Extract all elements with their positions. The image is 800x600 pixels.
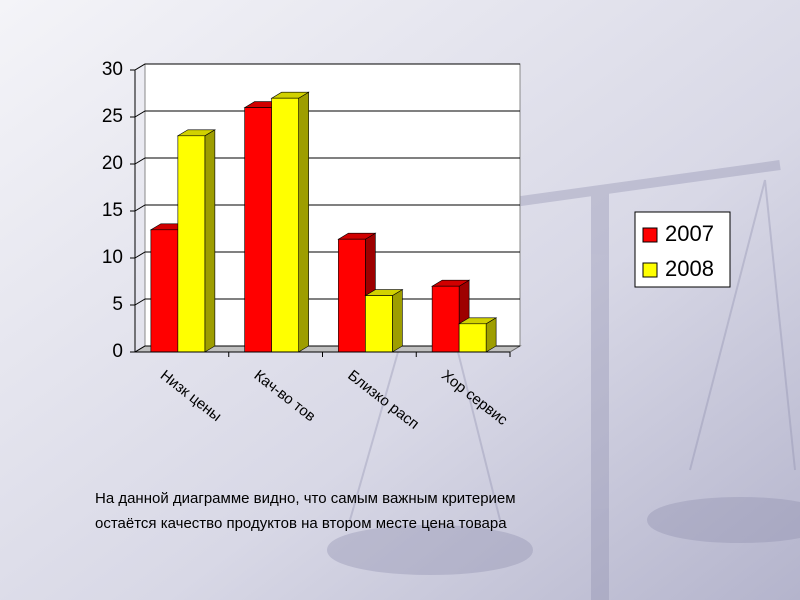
- y-tick-label: 30: [102, 59, 123, 80]
- y-tick-label: 15: [102, 200, 123, 221]
- bar-side: [204, 129, 216, 353]
- grid-line: [134, 204, 520, 212]
- bar: [458, 323, 487, 353]
- caption-line: На данной диаграмме видно, что самым важ…: [95, 490, 516, 507]
- legend-swatch: [642, 227, 658, 243]
- bar: [150, 229, 179, 353]
- bar-side: [392, 289, 403, 353]
- scales-decoration: [327, 160, 800, 600]
- bar: [431, 285, 460, 353]
- bar-side: [298, 91, 309, 353]
- grid-line: [134, 110, 520, 118]
- grid-line: [134, 251, 520, 259]
- legend-swatch: [642, 262, 658, 278]
- y-tick-label: 5: [112, 294, 123, 315]
- legend-label: 2007: [665, 221, 714, 246]
- bar: [244, 107, 272, 353]
- y-tick-label: 20: [102, 153, 123, 174]
- bar: [338, 238, 366, 353]
- bar: [271, 97, 299, 353]
- grid-line: [134, 157, 520, 165]
- caption-line: остаётся качество продуктов на втором ме…: [95, 515, 507, 532]
- y-tick-label: 25: [102, 106, 123, 127]
- y-tick-label: 10: [102, 247, 123, 268]
- grid-line: [134, 63, 520, 71]
- bar: [177, 135, 206, 353]
- y-tick-label: 0: [112, 341, 123, 362]
- legend-label: 2008: [665, 256, 714, 281]
- bar: [365, 295, 393, 353]
